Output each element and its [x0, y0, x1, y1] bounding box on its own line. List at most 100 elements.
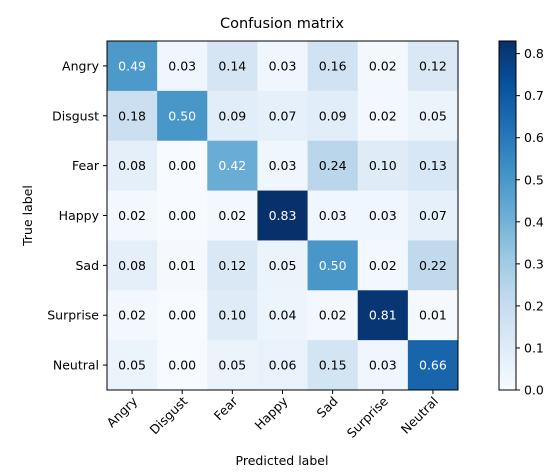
cell-value-label: 0.50 — [168, 108, 196, 123]
y-axis-label: True label — [20, 185, 35, 247]
cell-value-label: 0.00 — [168, 308, 196, 323]
y-tick-label: Neutral — [53, 358, 99, 373]
colorbar-tick-label: 0.3 — [524, 256, 544, 271]
heatmap-cell — [207, 41, 258, 92]
y-tick-label: Disgust — [52, 108, 99, 123]
heatmap-cell — [307, 290, 359, 341]
cell-value-label: 0.05 — [118, 358, 146, 373]
cell-value-label: 0.09 — [218, 108, 246, 123]
y-tick-label: Sad — [75, 258, 99, 273]
heatmap-cell — [157, 190, 208, 241]
cell-value-label: 0.01 — [168, 258, 196, 273]
x-tick-label: Angry — [103, 393, 140, 430]
heatmap-cell — [407, 140, 459, 192]
cell-value-label: 0.02 — [218, 208, 246, 223]
heatmap-cell — [207, 290, 258, 341]
cell-value-label: 0.02 — [118, 208, 146, 223]
x-tick-label: Sad — [314, 394, 341, 421]
heatmap-cells: 0.49 0.03 0.14 0.03 0.16 0.02 0.12 0.18 0.50 0.09… — [107, 41, 459, 391]
heatmap-cell — [107, 41, 158, 92]
heatmap-cell — [307, 240, 359, 291]
heatmap-cell — [157, 340, 208, 391]
cell-value-label: 0.81 — [369, 308, 397, 323]
cell-value-label: 0.50 — [319, 258, 347, 273]
x-tick-label: Disgust — [147, 393, 191, 437]
heatmap-cell — [257, 240, 309, 291]
colorbar-tick-label: 0.2 — [524, 298, 544, 313]
colorbar-tick-labels: 0.0 0.1 0.2 0.3 0.4 0.5 0.6 0.7 0.8 — [516, 46, 544, 398]
cell-value-label: 0.07 — [419, 208, 447, 223]
cell-value-label: 0.03 — [319, 208, 347, 223]
cell-value-label: 0.15 — [319, 358, 347, 373]
cell-value-label: 0.16 — [319, 58, 347, 73]
cell-value-label: 0.03 — [269, 158, 297, 173]
cell-value-label: 0.00 — [168, 358, 196, 373]
cell-value-label: 0.66 — [419, 358, 447, 373]
cell-value-label: 0.02 — [118, 308, 146, 323]
heatmap-cell — [257, 90, 309, 142]
cell-value-label: 0.49 — [118, 58, 146, 73]
heatmap-cell — [307, 340, 359, 391]
x-tick-label: Neutral — [398, 394, 441, 437]
y-tick-label: Happy — [59, 208, 100, 223]
colorbar-tick-label: 0.8 — [524, 46, 544, 61]
cell-value-label: 0.07 — [269, 108, 297, 123]
cell-value-label: 0.03 — [168, 58, 196, 73]
cell-value-label: 0.08 — [118, 158, 146, 173]
heatmap-cell — [407, 90, 459, 142]
colorbar-tick-label: 0.4 — [524, 214, 544, 229]
heatmap-cell — [357, 240, 409, 291]
cell-value-label: 0.03 — [269, 58, 297, 73]
heatmap-cell — [307, 90, 359, 142]
heatmap-cell — [157, 290, 208, 341]
heatmap-cell — [107, 190, 158, 241]
colorbar-tick-label: 0.0 — [524, 383, 544, 398]
cell-value-label: 0.12 — [218, 258, 246, 273]
cell-value-label: 0.06 — [269, 358, 297, 373]
heatmap-cell — [157, 41, 208, 92]
heatmap-cell — [307, 190, 359, 241]
heatmap-cell — [157, 240, 208, 291]
heatmap-cell — [157, 140, 208, 192]
cell-value-label: 0.01 — [419, 308, 447, 323]
plot-frame — [106, 40, 459, 391]
cell-value-label: 0.08 — [118, 258, 146, 273]
cell-value-label: 0.14 — [218, 58, 246, 73]
y-tick-label: Fear — [72, 158, 100, 173]
x-tick-label: Fear — [211, 393, 241, 423]
heatmap-cell — [357, 41, 409, 92]
heatmap-cell — [357, 90, 409, 142]
y-tick-label: Angry — [62, 58, 100, 73]
heatmap-cell — [207, 140, 258, 192]
heatmap-cell — [207, 90, 258, 142]
x-axis-label: Predicted label — [236, 453, 329, 468]
heatmap-cell — [407, 190, 459, 241]
colorbar-tick-label: 0.6 — [524, 130, 544, 145]
heatmap-cell — [357, 290, 409, 341]
x-tick-labels: Angry Disgust Fear Happy Sad Surprise Neutral — [103, 390, 441, 441]
cell-value-label: 0.00 — [168, 208, 196, 223]
heatmap-cell — [107, 290, 158, 341]
heatmap-cell — [257, 140, 309, 192]
cell-value-label: 0.05 — [269, 258, 297, 273]
cell-value-label: 0.05 — [419, 108, 447, 123]
chart-title: Confusion matrix — [220, 16, 344, 32]
heatmap-cell — [107, 340, 158, 391]
heatmap-cell — [257, 41, 309, 92]
colorbar-tick-label: 0.5 — [524, 172, 544, 187]
heatmap-cell — [407, 340, 459, 391]
cell-value-label: 0.10 — [369, 158, 397, 173]
heatmap-cell — [107, 140, 158, 192]
heatmap-cell — [357, 190, 409, 241]
y-tick-label: Surprise — [47, 308, 99, 323]
cell-value-label: 0.09 — [319, 108, 347, 123]
x-tick-label: Surprise — [344, 393, 391, 440]
heatmap-cell — [207, 240, 258, 291]
cell-value-label: 0.02 — [369, 258, 397, 273]
heatmap-cell — [257, 340, 309, 391]
cell-value-label: 0.02 — [319, 308, 347, 323]
colorbar-tick-label: 0.7 — [524, 88, 544, 103]
cell-value-label: 0.12 — [419, 58, 447, 73]
heatmap-cell — [407, 41, 459, 92]
